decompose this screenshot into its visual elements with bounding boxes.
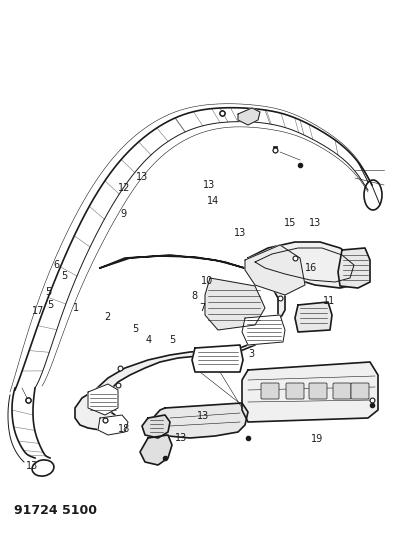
- Text: 8: 8: [191, 291, 197, 301]
- Polygon shape: [242, 362, 378, 422]
- Text: 13: 13: [197, 411, 209, 421]
- FancyBboxPatch shape: [333, 383, 351, 399]
- Text: 1: 1: [73, 303, 79, 313]
- Text: 10: 10: [201, 277, 213, 286]
- Text: 6: 6: [53, 261, 59, 270]
- Polygon shape: [192, 345, 243, 372]
- Text: 91724 5100: 91724 5100: [14, 504, 97, 517]
- Text: 12: 12: [118, 183, 130, 192]
- Polygon shape: [205, 278, 265, 330]
- Polygon shape: [88, 384, 118, 415]
- Text: 17: 17: [32, 306, 44, 316]
- Text: 19: 19: [311, 434, 323, 444]
- Polygon shape: [245, 245, 305, 295]
- Polygon shape: [153, 403, 248, 438]
- Text: 7: 7: [199, 303, 205, 313]
- Polygon shape: [75, 255, 285, 430]
- Text: 5: 5: [45, 287, 52, 297]
- Polygon shape: [248, 242, 362, 288]
- Text: 3: 3: [248, 350, 255, 359]
- FancyBboxPatch shape: [309, 383, 327, 399]
- FancyBboxPatch shape: [261, 383, 279, 399]
- Polygon shape: [238, 108, 260, 125]
- Polygon shape: [142, 415, 170, 438]
- Polygon shape: [98, 415, 128, 435]
- Text: 15: 15: [284, 218, 296, 228]
- Text: 18: 18: [118, 424, 130, 434]
- Text: 4: 4: [146, 335, 152, 345]
- Text: 11: 11: [323, 296, 335, 306]
- FancyBboxPatch shape: [286, 383, 304, 399]
- Text: 5: 5: [47, 300, 54, 310]
- Text: 13: 13: [309, 218, 322, 228]
- Text: 14: 14: [207, 197, 219, 206]
- Text: 13: 13: [26, 462, 38, 471]
- FancyBboxPatch shape: [351, 383, 369, 399]
- Text: 5: 5: [169, 335, 176, 345]
- Text: 5: 5: [132, 325, 138, 334]
- Text: 13: 13: [175, 433, 188, 443]
- Text: 2: 2: [104, 312, 111, 322]
- Polygon shape: [140, 435, 172, 465]
- Text: 5: 5: [61, 271, 67, 281]
- Polygon shape: [242, 315, 285, 345]
- Text: 16: 16: [305, 263, 318, 272]
- Polygon shape: [295, 302, 332, 332]
- Text: 13: 13: [203, 181, 215, 190]
- Text: 13: 13: [136, 172, 148, 182]
- Text: 13: 13: [234, 229, 247, 238]
- Text: 9: 9: [120, 209, 126, 219]
- Polygon shape: [338, 248, 370, 288]
